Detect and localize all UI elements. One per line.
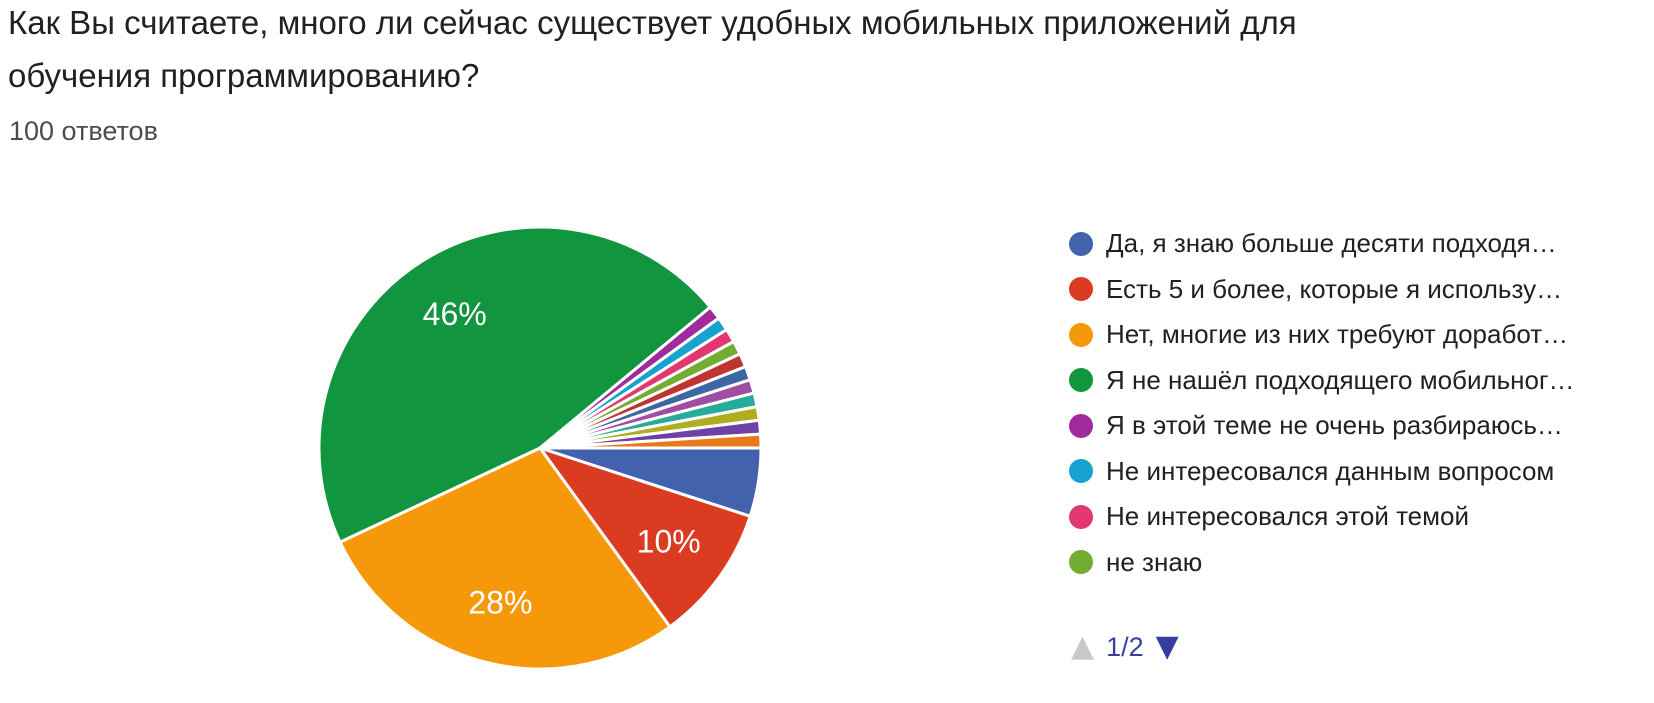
legend-label: Не интересовался этой темой <box>1106 501 1469 532</box>
pie-chart-svg: 10% 28% 46% <box>317 225 763 671</box>
legend-item: Не интересовался данным вопросом <box>1069 449 1574 495</box>
legend-swatch-icon <box>1069 459 1093 484</box>
legend-swatch-icon <box>1069 368 1093 393</box>
legend-item: Нет, многие из них требуют доработ… <box>1069 312 1574 358</box>
pie-percentage-label: 10% <box>637 524 701 560</box>
page-indicator: 1/2 <box>1106 632 1144 662</box>
legend-label: не знаю <box>1106 546 1203 577</box>
pie-percentage-label: 28% <box>468 584 532 620</box>
pie-slice[interactable] <box>538 446 752 629</box>
legend-label: Да, я знаю больше десяти подходя… <box>1106 228 1557 259</box>
legend-label: Нет, многие из них требуют доработ… <box>1106 319 1569 350</box>
pie-slice[interactable] <box>317 225 712 544</box>
legend-label: Не интересовался данным вопросом <box>1106 455 1555 486</box>
chart-legend: Да, я знаю больше десяти подходя… Есть 5 … <box>1069 221 1574 585</box>
legend-item: Да, я знаю больше десяти подходя… <box>1069 221 1574 267</box>
page-down-button[interactable]: ▼ <box>1155 629 1179 664</box>
question-header: Как Вы считаете, много ли сейчас существ… <box>8 0 1297 102</box>
legend-item: Есть 5 и более, которые я использу… <box>1069 267 1574 313</box>
question-title-line1: Как Вы считаете, много ли сейчас существ… <box>8 4 1297 41</box>
legend-item: Не интересовался этой темой <box>1069 494 1574 540</box>
legend-item: Я не нашёл подходящего мобильног… <box>1069 358 1574 404</box>
legend-swatch-icon <box>1069 504 1093 529</box>
legend-swatch-icon <box>1069 277 1093 302</box>
legend-swatch-icon <box>1069 322 1093 347</box>
legend-swatch-icon <box>1069 231 1093 256</box>
legend-pagination: ▲ 1/2 ▼ <box>1071 630 1179 664</box>
legend-item: не знаю <box>1069 540 1574 586</box>
pie-percentage-label: 46% <box>423 296 487 332</box>
legend-item: Я в этой теме не очень разбираюсь… <box>1069 403 1574 449</box>
legend-label: Есть 5 и более, которые я использу… <box>1106 273 1563 304</box>
question-title-line2: обучения программированию? <box>8 57 480 94</box>
responses-count: 100 ответов <box>9 116 158 146</box>
legend-label: Я не нашёл подходящего мобильног… <box>1106 364 1575 395</box>
page-up-button[interactable]: ▲ <box>1071 629 1095 664</box>
legend-swatch-icon <box>1069 413 1093 438</box>
pie-slice[interactable] <box>338 446 672 671</box>
legend-swatch-icon <box>1069 550 1093 575</box>
legend-label: Я в этой теме не очень разбираюсь… <box>1106 410 1563 441</box>
pie-chart: 10% 28% 46% <box>310 218 770 678</box>
pie-slice[interactable] <box>538 432 763 450</box>
